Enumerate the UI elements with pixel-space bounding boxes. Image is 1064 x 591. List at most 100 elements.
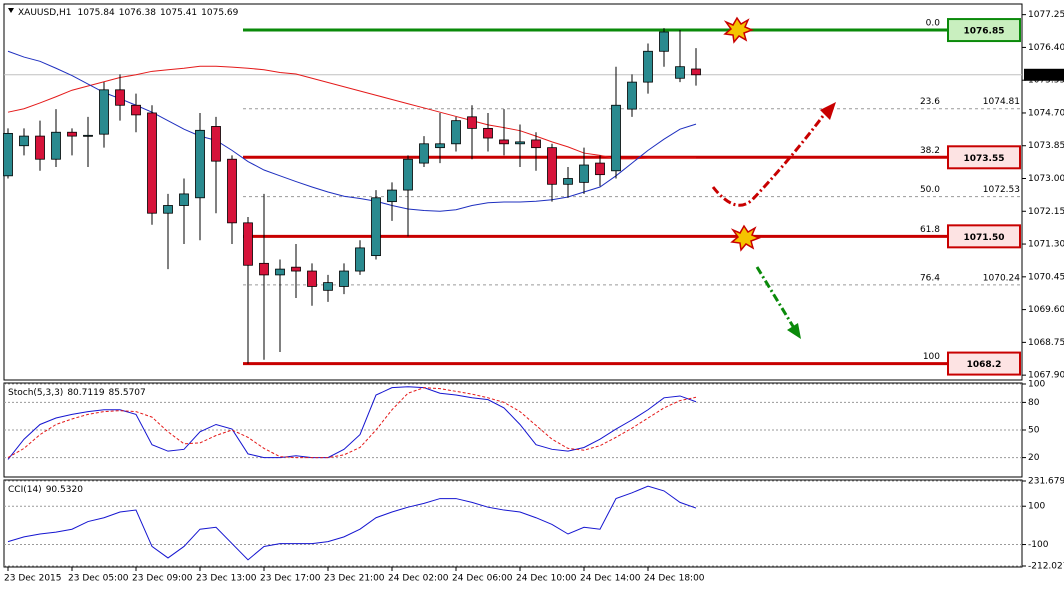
fib-price-label: 1074.81 xyxy=(983,97,1020,107)
indicator-line xyxy=(7,387,697,459)
y-tick-label: 1077.25 xyxy=(1028,10,1064,20)
y-tick-label: -100 xyxy=(1028,540,1049,550)
y-tick-label: 1073.00 xyxy=(1028,174,1064,184)
header-high: 1076.38 xyxy=(119,8,156,18)
fib-level-label: 23.6 xyxy=(920,97,940,107)
candle-body xyxy=(51,131,61,160)
y-tick-label: 1073.85 xyxy=(1028,141,1064,151)
price-box-label: 1068.2 xyxy=(967,360,1002,370)
main-panel xyxy=(3,3,1023,381)
cci-panel xyxy=(3,479,1023,568)
current-price-box xyxy=(1024,68,1064,81)
burst-icon xyxy=(730,224,762,252)
fib-price-label: 1072.53 xyxy=(983,185,1020,195)
y-tick-label: 1070.45 xyxy=(1028,272,1064,282)
candle-body xyxy=(659,31,669,52)
candle-body xyxy=(579,164,589,183)
candle-body xyxy=(627,81,637,110)
candle-body xyxy=(371,197,381,257)
cci-header: CCI(14) 90.5320 xyxy=(8,485,83,495)
x-tick-label: 24 Dec 10:00 xyxy=(516,574,577,584)
indicator-line xyxy=(7,485,697,561)
candle-body xyxy=(19,135,29,147)
fib-price-label: 1070.24 xyxy=(983,273,1020,283)
fib-level-label: 38.2 xyxy=(920,146,940,156)
fib-level-label: 100 xyxy=(923,352,940,362)
y-tick-label: 1074.70 xyxy=(1028,108,1064,118)
x-tick-label: 24 Dec 18:00 xyxy=(644,574,705,584)
fib-level-label: 0.0 xyxy=(926,19,941,29)
candle-body xyxy=(563,178,573,185)
y-tick-label: 100 xyxy=(1028,502,1045,512)
x-tick-label: 23 Dec 21:00 xyxy=(324,574,385,584)
candle-body xyxy=(435,143,445,149)
candle-body xyxy=(611,104,621,172)
y-tick-label: 80 xyxy=(1028,398,1040,408)
candle-body xyxy=(515,141,525,145)
indicator-value: 85.5707 xyxy=(109,388,146,398)
y-tick-label: 1068.75 xyxy=(1028,338,1064,348)
x-tick-label: 23 Dec 17:00 xyxy=(260,574,321,584)
annotations xyxy=(711,16,836,339)
candle-body xyxy=(403,158,413,191)
candle-body xyxy=(259,262,269,276)
x-tick-label: 24 Dec 06:00 xyxy=(452,574,513,584)
symbol-marker xyxy=(8,8,14,13)
candle-body xyxy=(547,147,557,185)
main-header: XAUUSD,H1 1075.84 1076.38 1075.41 1075.69 xyxy=(18,8,239,18)
y-tick-label: 1072.15 xyxy=(1028,207,1064,217)
y-tick-label: 1069.60 xyxy=(1028,305,1064,315)
candle-body xyxy=(339,270,349,287)
x-tick-label: 24 Dec 02:00 xyxy=(388,574,449,584)
indicator-title: Stoch(5,3,3) xyxy=(8,388,63,398)
fib-level-label: 76.4 xyxy=(920,273,940,283)
price-box-label: 1073.55 xyxy=(964,154,1005,164)
header-low: 1075.41 xyxy=(160,8,197,18)
price-box xyxy=(947,351,1021,376)
candle-body xyxy=(147,112,157,214)
y-tick-label: 231.6793 xyxy=(1028,477,1064,487)
candle-body xyxy=(467,116,477,129)
candle-body xyxy=(675,66,685,79)
candle-body xyxy=(291,266,301,272)
x-tick-label: 24 Dec 14:00 xyxy=(580,574,641,584)
indicator-value: 80.7119 xyxy=(67,388,104,398)
candle-body xyxy=(211,126,221,162)
y-tick-label: 1071.30 xyxy=(1028,240,1064,250)
burst-icon xyxy=(723,16,755,44)
candle-body xyxy=(691,68,701,76)
candle-body xyxy=(67,131,77,137)
candle-body xyxy=(83,134,93,137)
down-arrow xyxy=(755,266,796,329)
candle-body xyxy=(163,205,173,214)
fib-level-label: 61.8 xyxy=(920,225,940,235)
candle-body xyxy=(195,129,205,199)
candle-body xyxy=(419,143,429,164)
up-arrow xyxy=(711,111,828,207)
price-box xyxy=(947,18,1021,43)
x-tick-label: 23 Dec 05:00 xyxy=(68,574,129,584)
arrow-head xyxy=(787,323,801,339)
x-tick-label: 23 Dec 2015 xyxy=(4,574,62,584)
price-box xyxy=(947,145,1021,170)
header-open: 1075.84 xyxy=(78,8,115,18)
y-tick-label: 100 xyxy=(1028,380,1045,390)
symbol: XAUUSD,H1 xyxy=(18,8,72,18)
header-close: 1075.69 xyxy=(201,8,238,18)
candle-body xyxy=(355,247,365,272)
candle-body xyxy=(387,189,397,203)
y-tick-label: 20 xyxy=(1028,453,1040,463)
current-price-label: 1075.69 xyxy=(1027,71,1064,81)
candle-body xyxy=(131,104,141,116)
candle-body xyxy=(595,162,605,176)
candle-body xyxy=(451,120,461,145)
candle-body xyxy=(499,139,509,145)
x-tick-label: 23 Dec 09:00 xyxy=(132,574,193,584)
price-box xyxy=(947,224,1021,249)
stoch-header: Stoch(5,3,3) 80.7119 85.5707 xyxy=(8,388,146,398)
y-tick-label: -212.0273 xyxy=(1028,562,1064,572)
indicator-value: 90.5320 xyxy=(46,485,83,495)
candle-body xyxy=(483,127,493,139)
y-tick-label: 1067.90 xyxy=(1028,371,1064,381)
